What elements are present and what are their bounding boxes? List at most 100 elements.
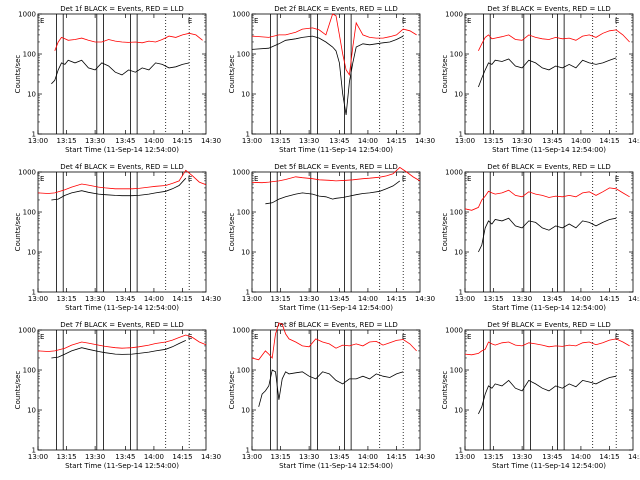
- y-tick-label: 100: [237, 209, 250, 217]
- interval-marker: E: [467, 175, 471, 183]
- x-tick-label: 13:00: [28, 295, 48, 303]
- panel-title: Det 4f BLACK = Events, RED = LLD: [60, 163, 183, 171]
- x-tick-label: 14:15: [172, 137, 192, 145]
- interval-marker: E: [254, 17, 258, 25]
- x-tick-label: 14:15: [172, 453, 192, 461]
- x-axis-label: Start Time (11-Sep-14 12:54:00): [65, 462, 179, 470]
- lld-series-line: [37, 334, 207, 352]
- y-tick-label: 1: [246, 289, 250, 297]
- events-series-line: [265, 180, 401, 205]
- y-tick-label: 1000: [18, 169, 36, 177]
- y-tick-label: 1: [246, 131, 250, 139]
- x-tick-label: 13:15: [56, 295, 76, 303]
- events-series-line: [251, 35, 404, 115]
- panel-title: Det 2f BLACK = Events, RED = LLD: [274, 5, 397, 13]
- detector-panel: Det 3f BLACK = Events, RED = LLD 1 10 100 10…: [441, 5, 640, 154]
- panel-title: Det 1f BLACK = Events, RED = LLD: [60, 5, 183, 13]
- x-tick-label: 14:00: [571, 453, 591, 461]
- y-tick-label: 100: [237, 367, 250, 375]
- x-tick-label: 13:15: [483, 295, 503, 303]
- y-axis-label: Counts/sec: [228, 371, 236, 410]
- events-series-line: [478, 375, 617, 415]
- panel-title: Det 9f BLACK = Events, RED = LLD: [487, 321, 610, 329]
- plot-frame: [37, 13, 207, 135]
- x-tick-label: 13:30: [85, 137, 105, 145]
- interval-marker: E: [615, 17, 619, 25]
- plot-frame: [37, 171, 207, 293]
- detector-panel: Det 5f BLACK = Events, RED = LLD 1 10 100 10…: [228, 163, 435, 312]
- detector-panel: Det 9f BLACK = Events, RED = LLD 1 10 100 10…: [441, 321, 640, 470]
- interval-marker: E: [402, 175, 406, 183]
- interval-marker: E: [40, 175, 44, 183]
- events-series-line: [51, 177, 187, 201]
- x-tick-label: 13:45: [329, 137, 349, 145]
- interval-marker: E: [188, 333, 192, 341]
- y-tick-label: 1000: [232, 11, 250, 19]
- interval-marker: E: [188, 17, 192, 25]
- events-series-line: [478, 57, 617, 88]
- y-tick-label: 1: [32, 447, 36, 455]
- detector-panel: Det 6f BLACK = Events, RED = LLD 1 10 100 10…: [441, 163, 640, 312]
- y-tick-label: 1: [32, 289, 36, 297]
- x-tick-label: 14:30: [628, 295, 640, 303]
- y-tick-label: 1000: [445, 327, 463, 335]
- interval-marker: E: [402, 333, 406, 341]
- x-tick-label: 14:30: [201, 137, 221, 145]
- x-tick-label: 13:45: [542, 137, 562, 145]
- y-axis-label: Counts/sec: [441, 371, 449, 410]
- x-tick-label: 13:15: [56, 137, 76, 145]
- x-axis-label: Start Time (11-Sep-14 12:54:00): [279, 304, 393, 312]
- x-tick-label: 14:00: [358, 137, 378, 145]
- detector-panel: Det 4f BLACK = Events, RED = LLD 1 10 100 10…: [14, 163, 221, 312]
- x-tick-label: 13:45: [115, 137, 135, 145]
- lld-series-line: [251, 166, 421, 184]
- x-tick-label: 13:15: [270, 295, 290, 303]
- y-tick-label: 10: [454, 91, 463, 99]
- detector-panel: Det 2f BLACK = Events, RED = LLD 1 10 100 10…: [228, 5, 435, 154]
- events-series-line: [51, 340, 186, 359]
- interval-marker: E: [467, 17, 471, 25]
- detector-panel: Det 7f BLACK = Events, RED = LLD 1 10 100 10…: [14, 321, 221, 470]
- y-tick-label: 100: [237, 51, 250, 59]
- y-tick-label: 100: [23, 367, 36, 375]
- interval-marker: E: [254, 175, 258, 183]
- x-tick-label: 13:45: [115, 453, 135, 461]
- x-axis-label: Start Time (11-Sep-14 12:54:00): [65, 304, 179, 312]
- x-tick-label: 14:00: [571, 137, 591, 145]
- y-axis-label: Counts/sec: [14, 371, 22, 410]
- y-tick-label: 1000: [232, 327, 250, 335]
- y-tick-label: 10: [241, 407, 250, 415]
- x-tick-label: 13:30: [299, 137, 319, 145]
- lld-series-line: [251, 322, 417, 361]
- y-tick-label: 100: [23, 209, 36, 217]
- x-tick-label: 14:00: [358, 295, 378, 303]
- interval-marker: E: [402, 17, 406, 25]
- x-axis-label: Start Time (11-Sep-14 12:54:00): [492, 146, 606, 154]
- y-tick-label: 10: [27, 91, 36, 99]
- y-tick-label: 1: [246, 447, 250, 455]
- lld-series-line: [37, 169, 207, 194]
- plot-frame: [464, 329, 634, 451]
- interval-marker: E: [615, 333, 619, 341]
- panel-title: Det 5f BLACK = Events, RED = LLD: [274, 163, 397, 171]
- x-tick-label: 13:00: [455, 137, 475, 145]
- detector-panel: Det 1f BLACK = Events, RED = LLD 1 10 100 10…: [14, 5, 221, 154]
- x-tick-label: 13:00: [455, 453, 475, 461]
- x-tick-label: 13:45: [329, 453, 349, 461]
- x-axis-label: Start Time (11-Sep-14 12:54:00): [279, 146, 393, 154]
- y-tick-label: 10: [454, 249, 463, 257]
- y-axis-label: Counts/sec: [441, 213, 449, 252]
- detector-panel: Det 8f BLACK = Events, RED = LLD 1 10 100 10…: [228, 321, 435, 470]
- y-tick-label: 10: [27, 249, 36, 257]
- x-tick-label: 13:15: [270, 453, 290, 461]
- x-tick-label: 14:30: [415, 295, 435, 303]
- x-tick-label: 13:00: [28, 453, 48, 461]
- x-tick-label: 13:30: [299, 453, 319, 461]
- interval-marker: E: [40, 17, 44, 25]
- x-tick-label: 13:30: [512, 295, 532, 303]
- y-axis-label: Counts/sec: [441, 55, 449, 94]
- x-tick-label: 14:15: [172, 295, 192, 303]
- x-tick-label: 14:00: [144, 295, 164, 303]
- y-axis-label: Counts/sec: [228, 213, 236, 252]
